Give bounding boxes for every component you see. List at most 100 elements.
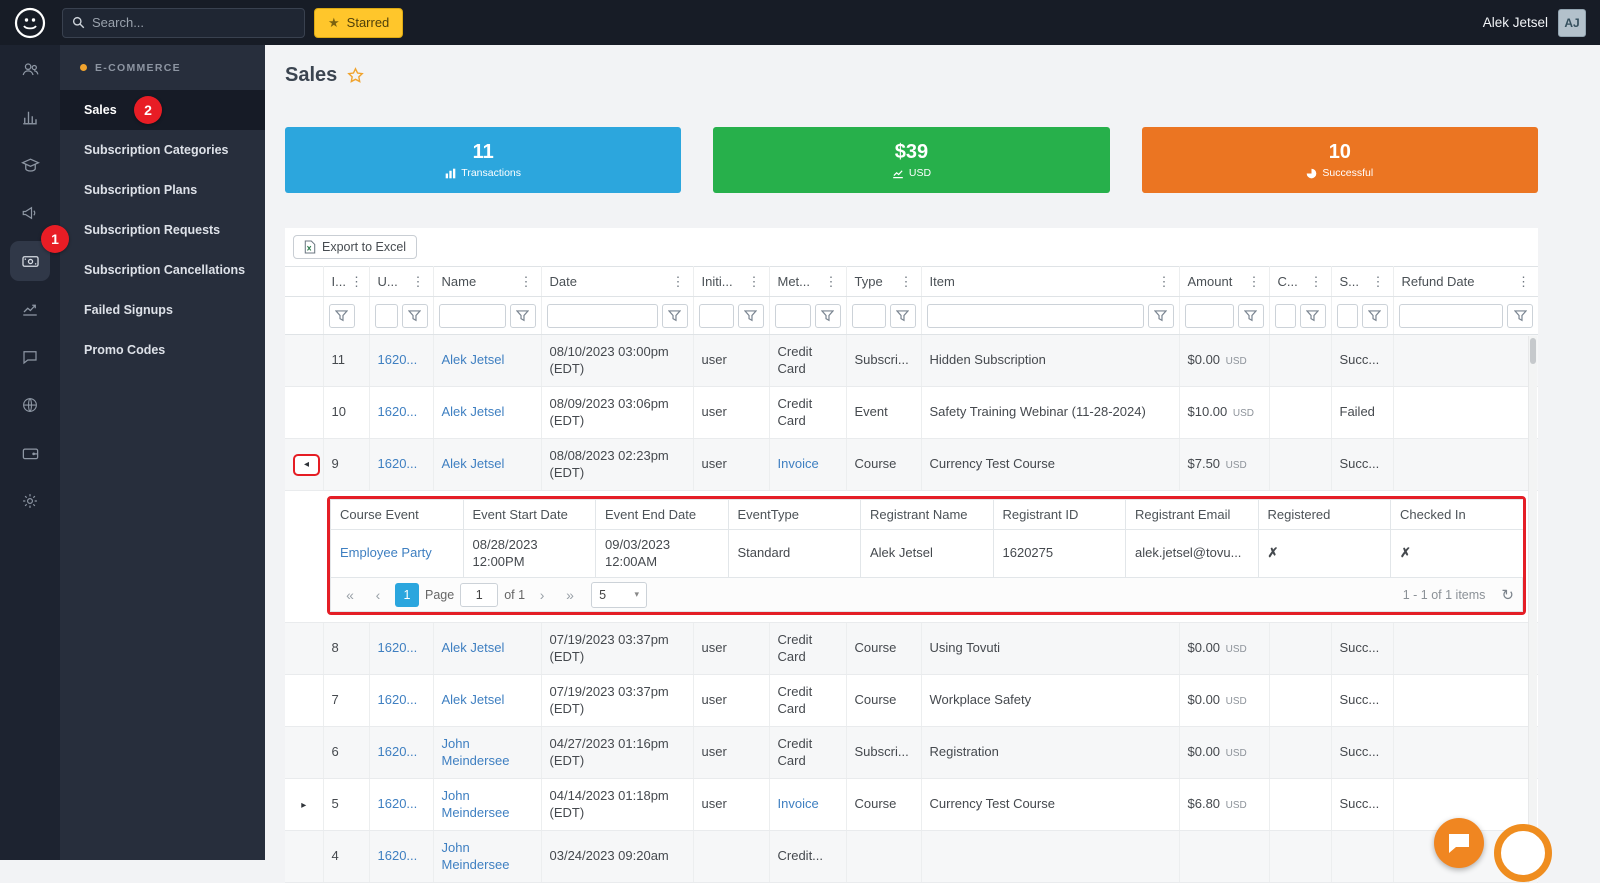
- rail-item-megaphone[interactable]: [0, 189, 60, 237]
- name-link[interactable]: Alek Jetsel: [441, 352, 505, 368]
- sidebar-item-sales[interactable]: Sales: [60, 90, 265, 130]
- name-link[interactable]: Alek Jetsel: [441, 404, 505, 420]
- rail-item-bar-chart[interactable]: [0, 93, 60, 141]
- col-header-initi[interactable]: Initi... ⋮: [693, 266, 770, 297]
- filter-input-u[interactable]: [374, 303, 398, 328]
- rail-item-users[interactable]: [0, 45, 60, 93]
- user-id-link[interactable]: 1620...: [377, 848, 418, 864]
- name-link[interactable]: John Meindersee: [441, 787, 510, 820]
- filter-funnel-button[interactable]: [814, 303, 841, 328]
- col-header-name[interactable]: Name ⋮: [433, 266, 542, 297]
- tovuti-logo-icon[interactable]: [13, 6, 47, 40]
- filter-funnel-button[interactable]: [1361, 303, 1388, 328]
- filter-input-name[interactable]: [438, 303, 506, 328]
- rail-item-globe[interactable]: [0, 381, 60, 429]
- sidebar-item-subscription-cancellations[interactable]: Subscription Cancellations: [60, 250, 265, 290]
- rail-item-graduation-cap[interactable]: [0, 141, 60, 189]
- user-id-link[interactable]: 1620...: [377, 640, 418, 656]
- filter-funnel-button[interactable]: [661, 303, 688, 328]
- favorite-star-icon[interactable]: [347, 66, 365, 84]
- filter-funnel-button[interactable]: [889, 303, 916, 328]
- starred-button[interactable]: ★ Starred: [314, 7, 404, 38]
- filter-input-amount[interactable]: [1184, 303, 1234, 328]
- col-header-type[interactable]: Type ⋮: [846, 266, 922, 297]
- col-header-refund-date[interactable]: Refund Date ⋮: [1393, 266, 1538, 297]
- sidebar-item-subscription-plans[interactable]: Subscription Plans: [60, 170, 265, 210]
- filter-input-item[interactable]: [926, 303, 1144, 328]
- filter-funnel-button[interactable]: [328, 303, 355, 328]
- filter-funnel-button[interactable]: [737, 303, 764, 328]
- pager-page-input[interactable]: [460, 582, 499, 607]
- column-menu-icon[interactable]: ⋮: [519, 273, 533, 289]
- avatar[interactable]: AJ: [1558, 8, 1586, 37]
- stat-card-usd[interactable]: $39 USD: [713, 127, 1110, 193]
- name-link[interactable]: Alek Jetsel: [441, 640, 505, 656]
- sidebar-item-subscription-categories[interactable]: Subscription Categories: [60, 130, 265, 170]
- filter-input-date[interactable]: [546, 303, 658, 328]
- filter-input-met[interactable]: [774, 303, 811, 328]
- detail-col-registrant-name[interactable]: Registrant Name: [860, 499, 994, 530]
- pager-page-button[interactable]: 1: [395, 582, 419, 607]
- detail-col-event-start-date[interactable]: Event Start Date: [462, 499, 596, 530]
- col-header-item[interactable]: Item ⋮: [921, 266, 1180, 297]
- filter-input-initi[interactable]: [698, 303, 734, 328]
- collapse-icon[interactable]: ◂: [303, 458, 310, 470]
- column-menu-icon[interactable]: ⋮: [671, 273, 685, 289]
- user-id-link[interactable]: 1620...: [377, 744, 418, 760]
- filter-funnel-button[interactable]: [401, 303, 428, 328]
- filter-funnel-button[interactable]: [1299, 303, 1326, 328]
- col-header-i[interactable]: I... ⋮: [323, 266, 370, 297]
- scrollbar-thumb[interactable]: [1530, 338, 1536, 364]
- export-to-excel-button[interactable]: Export to Excel: [293, 235, 418, 259]
- detail-col-registered[interactable]: Registered: [1257, 499, 1391, 530]
- stat-card-transactions[interactable]: 11 Transactions: [285, 127, 682, 193]
- user-id-link[interactable]: 1620...: [377, 352, 418, 368]
- filter-funnel-button[interactable]: [1237, 303, 1264, 328]
- col-header-met[interactable]: Met... ⋮: [769, 266, 847, 297]
- column-menu-icon[interactable]: ⋮: [824, 273, 838, 289]
- stat-card-successful[interactable]: 10 Successful: [1141, 127, 1538, 193]
- course-event-link[interactable]: Employee Party: [340, 545, 432, 561]
- brand-fab-button[interactable]: [1494, 824, 1552, 882]
- detail-col-registrant-id[interactable]: Registrant ID: [992, 499, 1126, 530]
- name-link[interactable]: Alek Jetsel: [441, 692, 505, 708]
- column-menu-icon[interactable]: ⋮: [747, 273, 761, 289]
- column-menu-icon[interactable]: ⋮: [1517, 273, 1530, 289]
- detail-col-course-event[interactable]: Course Event: [330, 499, 464, 530]
- detail-col-registrant-email[interactable]: Registrant Email: [1125, 499, 1259, 530]
- column-menu-icon[interactable]: ⋮: [1371, 273, 1385, 289]
- detail-col-event-end-date[interactable]: Event End Date: [595, 499, 729, 530]
- user-id-link[interactable]: 1620...: [377, 404, 418, 420]
- col-header-date[interactable]: Date ⋮: [541, 266, 694, 297]
- method-link[interactable]: Invoice: [777, 456, 819, 472]
- pager-next-button[interactable]: ›: [539, 586, 545, 603]
- col-header-s[interactable]: S... ⋮: [1331, 266, 1394, 297]
- col-header-c[interactable]: C... ⋮: [1269, 266, 1332, 297]
- pager-size-select[interactable]: 5 ▾: [591, 581, 648, 608]
- sidebar-item-subscription-requests[interactable]: Subscription Requests: [60, 210, 265, 250]
- column-menu-icon[interactable]: ⋮: [1247, 273, 1261, 289]
- user-id-link[interactable]: 1620...: [377, 456, 418, 472]
- filter-funnel-button[interactable]: [1507, 303, 1533, 328]
- sidebar-item-failed-signups[interactable]: Failed Signups: [60, 290, 265, 330]
- name-link[interactable]: Alek Jetsel: [441, 456, 505, 472]
- sidebar-item-promo-codes[interactable]: Promo Codes: [60, 330, 265, 370]
- name-link[interactable]: John Meindersee: [441, 839, 510, 872]
- method-link[interactable]: Invoice: [777, 796, 819, 812]
- user-id-link[interactable]: 1620...: [377, 796, 418, 812]
- col-header-amount[interactable]: Amount ⋮: [1179, 266, 1270, 297]
- rail-item-gear[interactable]: [0, 477, 60, 525]
- rail-item-line-chart[interactable]: [0, 285, 60, 333]
- col-header-u[interactable]: U... ⋮: [369, 266, 434, 297]
- detail-col-checked-in[interactable]: Checked In: [1390, 499, 1523, 530]
- detail-col-eventtype[interactable]: EventType: [727, 499, 861, 530]
- name-link[interactable]: John Meindersee: [441, 735, 510, 768]
- filter-input-refund-date[interactable]: [1398, 303, 1503, 328]
- filter-funnel-button[interactable]: [1147, 303, 1174, 328]
- pager-prev-button[interactable]: ‹: [375, 586, 381, 603]
- filter-input-type[interactable]: [851, 303, 886, 328]
- search-input[interactable]: [92, 15, 295, 30]
- grid-scrollbar[interactable]: [1528, 336, 1537, 883]
- column-menu-icon[interactable]: ⋮: [411, 273, 425, 289]
- filter-input-s[interactable]: [1336, 303, 1358, 328]
